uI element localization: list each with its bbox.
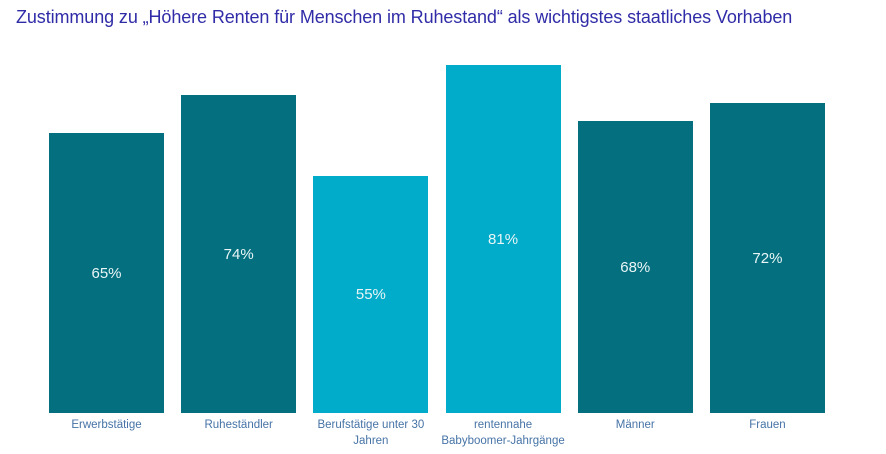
category-label: Berufstätige unter 30 Jahren — [317, 419, 425, 447]
bar: 55% — [313, 176, 429, 413]
bar: 72% — [709, 103, 825, 413]
category-label-cell: rentennahe Babyboomer-Jahrgänge — [441, 417, 564, 449]
category-label: Erwerbstätige — [71, 419, 142, 431]
category-label: Ruheständler — [204, 419, 273, 431]
bar: 68% — [577, 121, 693, 413]
category-label-cell: Männer — [578, 417, 693, 449]
category-label-cell: Frauen — [710, 417, 825, 449]
category-label-cell: Berufstätige unter 30 Jahren — [313, 417, 428, 449]
category-label: rentennahe Babyboomer-Jahrgänge — [441, 419, 565, 447]
chart-title: Zustimmung zu „Höhere Renten für Mensche… — [16, 7, 793, 27]
bar-value-label: 81% — [488, 230, 519, 248]
bar-value-label: 65% — [91, 264, 122, 282]
bar: 74% — [181, 95, 297, 413]
bar-value-label: 74% — [223, 245, 254, 263]
bar: 65% — [49, 133, 164, 413]
category-label-cell: Ruheständler — [181, 417, 296, 449]
bar-value-label: 55% — [355, 286, 386, 303]
bars-row: 65% 74% 55% 81% 68% 72% — [49, 65, 825, 413]
category-label: Männer — [615, 419, 655, 431]
category-labels-row: Erwerbstätige Ruheständler Berufstätige un… — [49, 417, 825, 449]
category-label: Frauen — [749, 419, 786, 431]
bar-value-label: 72% — [752, 249, 783, 267]
category-label-cell: Erwerbstätige — [49, 417, 164, 449]
bar: 81% — [445, 65, 561, 413]
bar-value-label: 68% — [620, 258, 651, 276]
